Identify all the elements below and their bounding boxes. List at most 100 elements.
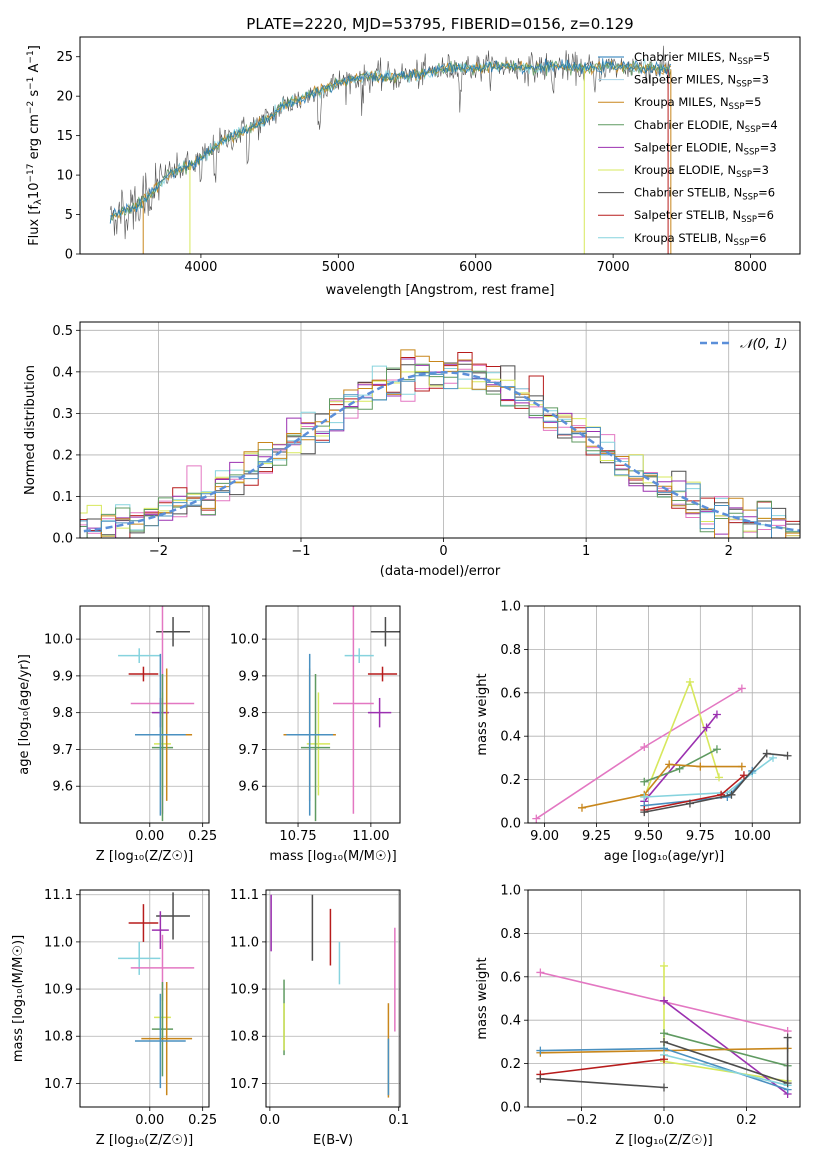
massweight-vs-age-point-marker bbox=[640, 777, 649, 786]
mass-vs-ebv-ytick-label: 10.8 bbox=[230, 1030, 259, 1045]
spectrum-data-line bbox=[109, 45, 671, 240]
mass-vs-z-ytick-label: 10.9 bbox=[44, 983, 73, 998]
massweight-vs-age-xlabel: age [log₁₀(age/yr)] bbox=[604, 849, 725, 864]
massweight-vs-age-xtick-label: 9.50 bbox=[634, 829, 663, 844]
spectrum-ylabel-part: −1 bbox=[26, 50, 36, 63]
spectrum-legend-name: Chabrier MILES, N bbox=[634, 50, 737, 64]
residuals-ytick-label: 0.3 bbox=[52, 407, 73, 422]
mass-vs-z-frame bbox=[79, 889, 210, 1108]
age-vs-z-ytick-label: 9.8 bbox=[52, 706, 73, 721]
spectrum-legend-sub: SSP bbox=[744, 147, 760, 157]
spectrum-legend-sub: SSP bbox=[745, 125, 761, 135]
age-vs-mass-xlabel: mass [log₁₀(M/M☉)] bbox=[269, 849, 396, 864]
massweight-vs-age-point-marker bbox=[727, 790, 736, 799]
spectrum-ytick-label: 10 bbox=[56, 169, 73, 184]
massweight-vs-z-point-marker bbox=[783, 1079, 792, 1088]
mass-vs-z-ytick-label: 11.0 bbox=[44, 935, 73, 950]
spectrum-legend-suffix: =3 bbox=[752, 163, 769, 177]
massweight-vs-age-xtick-label: 9.25 bbox=[582, 829, 611, 844]
massweight-vs-z-xtick-label: 0.0 bbox=[654, 1113, 675, 1128]
spectrum-ylabel: Flux [fλ10−17 erg cm−2 s−1 A−1] bbox=[26, 45, 44, 246]
spectrum-legend-name: Kroupa STELIB, N bbox=[634, 231, 734, 245]
spectrum-ylabel-part: 10 bbox=[27, 183, 42, 200]
spectrum-legend-suffix: =6 bbox=[758, 186, 775, 200]
spectrum-ylabel-part: λ bbox=[33, 199, 44, 205]
residuals-ytick-label: 0.2 bbox=[52, 448, 73, 463]
massweight-vs-z-point-marker bbox=[660, 996, 668, 1005]
massweight-vs-z-series-line bbox=[540, 1078, 665, 1089]
residuals-xtick-label: 1 bbox=[582, 544, 590, 559]
massweight-vs-z-point-marker bbox=[660, 1029, 668, 1038]
mass-vs-z-xlabel: Z [log₁₀(Z/Z☉)] bbox=[96, 1133, 193, 1148]
age-vs-z-ylabel: age [log₁₀(age/yr)] bbox=[17, 654, 32, 775]
massweight-vs-age-ytick-label: 1.0 bbox=[500, 600, 521, 615]
spectrum-legend-label: Salpeter MILES, NSSP=3 bbox=[634, 73, 769, 90]
residuals-frame bbox=[79, 321, 801, 539]
spectrum-xlabel: wavelength [Angstrom, rest frame] bbox=[326, 283, 555, 298]
spectrum-ylabel-part: −17 bbox=[26, 164, 36, 183]
spectrum-legend-name: Chabrier STELIB, N bbox=[634, 186, 742, 200]
residuals-gaussian-curve bbox=[80, 371, 800, 533]
massweight-vs-z-xtick-label: −0.2 bbox=[566, 1113, 598, 1128]
mass-vs-z-xtick-label: 0.25 bbox=[188, 1113, 217, 1128]
massweight-vs-age-point-marker bbox=[685, 799, 694, 808]
spectrum-ylabel-part: A bbox=[27, 63, 42, 76]
massweight-vs-age-point-marker bbox=[737, 762, 746, 771]
massweight-vs-metallicity-panel: −0.2 0.0 0.2 0.0 0.2 0.4 0.6 0.8 1.0 Z [log₁₀(Z/Z… bbox=[475, 884, 801, 1148]
age-vs-metallicity-panel: 0.00 0.25 9.6 9.7 9.8 9.9 10.0 Z [log₁₀(Z/Z☉)] a… bbox=[17, 605, 217, 864]
mass-vs-metallicity-panel: 0.00 0.25 10.7 10.8 10.9 11.0 11.1 Z [log₁₀(Z/Z… bbox=[11, 888, 217, 1148]
age-vs-mass-ytick-label: 10.0 bbox=[230, 633, 259, 648]
mass-vs-ebv-ytick-label: 10.9 bbox=[230, 983, 259, 998]
spectrum-ylabel-part: s bbox=[27, 90, 42, 101]
spectrum-legend-name: Salpeter MILES, N bbox=[634, 73, 736, 87]
spectrum-ylabel-part: Flux [f bbox=[27, 205, 42, 246]
spectrum-legend-sub: SSP bbox=[736, 80, 752, 90]
spectrum-series-group bbox=[109, 45, 672, 254]
age-vs-z-ytick-label: 9.6 bbox=[52, 780, 73, 795]
massweight-vs-z-ylabel: mass weight bbox=[475, 957, 490, 1039]
spectrum-legend-label: Chabrier ELODIE, NSSP=4 bbox=[634, 118, 778, 135]
mass-vs-ebv-ytick-label: 10.7 bbox=[230, 1077, 259, 1092]
spectrum-legend-suffix: =5 bbox=[753, 50, 770, 64]
mass-vs-ebv-points-group bbox=[270, 894, 396, 1098]
age-vs-mass-ytick-label: 9.8 bbox=[238, 706, 259, 721]
massweight-vs-age-ytick-label: 0.8 bbox=[500, 643, 521, 658]
residuals-panel: −2 −1 0 1 2 0.0 0.1 0.2 0.3 0.4 0.5 (data-model)/er… bbox=[23, 321, 801, 579]
spectrum-panel: 4000 5000 6000 7000 8000 0 5 10 15 20 25 wavelength… bbox=[26, 36, 801, 298]
spectrum-legend-label: Salpeter ELODIE, NSSP=3 bbox=[634, 140, 777, 157]
residuals-xtick-label: 2 bbox=[725, 544, 733, 559]
mass-vs-z-ytick-label: 11.1 bbox=[44, 888, 73, 903]
mass-vs-ebv-ytick-label: 11.1 bbox=[230, 888, 259, 903]
massweight-vs-z-point-marker bbox=[660, 1037, 668, 1046]
massweight-vs-z-xlabel: Z [log₁₀(Z/Z☉)] bbox=[615, 1133, 712, 1148]
age-vs-mass-points-group bbox=[283, 606, 400, 822]
age-vs-mass-frame bbox=[265, 605, 401, 824]
massweight-vs-age-point-marker bbox=[702, 723, 711, 732]
massweight-vs-z-series-line bbox=[663, 1000, 789, 1095]
age-vs-z-xlabel: Z [log₁₀(Z/Z☉)] bbox=[96, 849, 193, 864]
residuals-ytick-label: 0.0 bbox=[52, 532, 73, 547]
massweight-vs-z-ytick-label: 0.6 bbox=[500, 970, 521, 985]
mass-vs-ebv-xtick-label: 0.1 bbox=[388, 1113, 409, 1128]
massweight-vs-z-frame bbox=[527, 889, 801, 1108]
massweight-vs-age-frame bbox=[527, 605, 801, 824]
age-vs-mass-xtick-label: 11.00 bbox=[352, 829, 389, 844]
mass-vs-z-xtick-label: 0.00 bbox=[135, 1113, 164, 1128]
massweight-vs-age-panel: 9.00 9.25 9.50 9.75 10.00 0.0 0.2 0.4 0.6 0.8 1.0 a… bbox=[475, 600, 801, 864]
mass-vs-z-ytick-label: 10.8 bbox=[44, 1030, 73, 1045]
massweight-vs-age-ytick-label: 0.2 bbox=[500, 773, 521, 788]
massweight-vs-z-ytick-label: 0.8 bbox=[500, 927, 521, 942]
massweight-vs-age-point-marker bbox=[577, 803, 586, 812]
spectrum-legend-sub: SSP bbox=[737, 57, 753, 67]
spectrum-legend-sub: SSP bbox=[729, 102, 745, 112]
residuals-ytick-label: 0.5 bbox=[52, 324, 73, 339]
spectrum-ytick-label: 25 bbox=[56, 50, 73, 65]
age-vs-z-ytick-label: 9.7 bbox=[52, 743, 73, 758]
massweight-vs-z-point-marker bbox=[660, 1083, 668, 1092]
spectrum-xtick-label: 5000 bbox=[322, 260, 355, 275]
spectrum-legend-sub: SSP bbox=[742, 193, 758, 203]
age-vs-mass-panel: 10.75 11.00 9.6 9.7 9.8 9.9 10.0 mass [log₁₀(M/… bbox=[230, 605, 401, 864]
spectrum-legend-sub: SSP bbox=[736, 170, 752, 180]
spectrum-xtick-label: 8000 bbox=[734, 260, 767, 275]
spectrum-ytick-label: 5 bbox=[65, 208, 73, 223]
